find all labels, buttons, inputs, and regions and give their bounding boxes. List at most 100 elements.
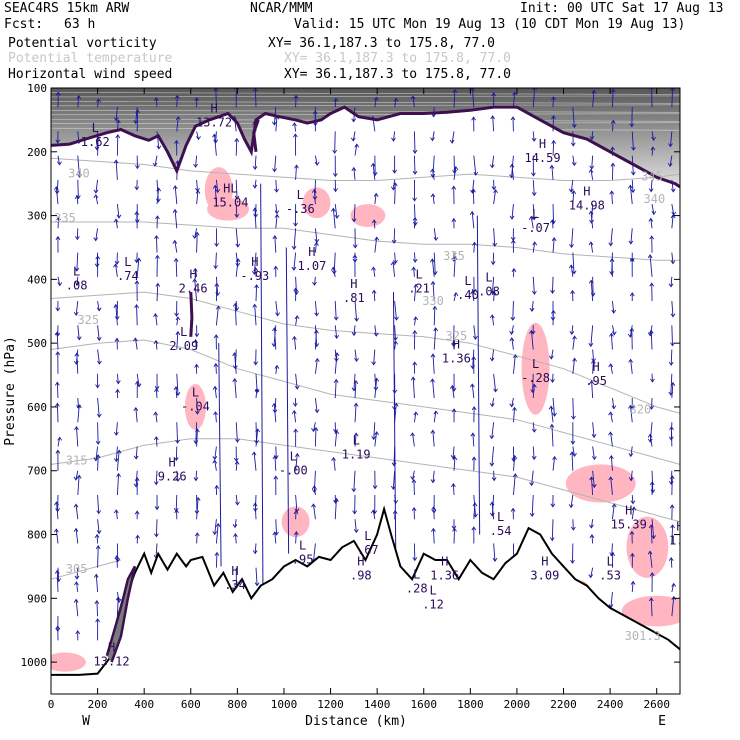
terrain-line <box>51 505 680 676</box>
wind-arrowhead <box>153 339 159 344</box>
wind-vector <box>95 446 99 461</box>
pv-filament <box>189 292 194 337</box>
wind-arrowhead <box>588 343 594 348</box>
wind-arrowhead <box>412 258 418 263</box>
wind-vector <box>611 89 614 108</box>
wind-arrowhead <box>649 405 654 410</box>
wind-arrowhead <box>194 333 200 338</box>
wind-vector <box>97 545 99 568</box>
wind-vector <box>333 457 336 471</box>
wind-arrowhead <box>670 214 676 219</box>
wind-vector <box>572 155 575 166</box>
wind-arrowhead <box>410 432 415 437</box>
wind-arrowhead <box>113 263 118 268</box>
wind-arrowhead <box>512 354 518 359</box>
wind-vector <box>255 284 258 302</box>
wind-vector <box>235 204 238 218</box>
wind-vector <box>572 336 576 350</box>
wind-vector <box>56 502 59 520</box>
wind-arrowhead <box>390 261 396 266</box>
wind-arrowhead <box>352 244 358 249</box>
wind-arrowhead <box>294 385 300 390</box>
wind-vector <box>215 179 219 193</box>
extremum-type: H <box>350 277 357 291</box>
wind-arrowhead <box>668 361 674 366</box>
wind-arrowhead <box>473 171 479 176</box>
wind-vector <box>314 228 318 243</box>
wind-arrowhead <box>510 116 516 121</box>
wind-arrowhead <box>470 290 475 295</box>
wind-arrowhead <box>212 133 217 138</box>
wind-vector <box>215 552 218 568</box>
wind-vector <box>353 470 356 492</box>
wind-vector <box>550 349 554 359</box>
wind-vector <box>77 475 80 496</box>
wind-arrowhead <box>291 245 297 250</box>
wind-arrowhead <box>54 331 60 336</box>
extremum-value: .74 <box>117 269 139 283</box>
wind-arrowhead <box>451 185 457 190</box>
wind-vector <box>373 220 376 229</box>
wind-vector <box>373 349 376 365</box>
wind-vector <box>532 204 535 220</box>
extremum-value: .08 <box>66 278 88 292</box>
wind-vector <box>590 477 594 496</box>
extremum-value: -.28 <box>521 371 550 385</box>
wind-arrowhead <box>589 534 595 539</box>
wind-vector <box>97 397 100 418</box>
wind-vector <box>293 336 297 350</box>
wind-vector <box>492 115 495 132</box>
wind-arrowhead <box>430 429 436 434</box>
wind-vector <box>650 330 653 350</box>
wind-vector <box>176 317 179 326</box>
wind-arrowhead <box>609 271 615 276</box>
wind-arrowhead <box>292 402 298 407</box>
wind-vector <box>433 411 437 423</box>
wind-vector <box>97 519 100 534</box>
wind-vector <box>651 131 655 141</box>
extremum-type: L <box>92 121 99 135</box>
wind-arrowhead <box>374 96 379 101</box>
wind-vector <box>491 502 495 520</box>
wind-vector <box>334 204 338 219</box>
wind-vector <box>354 380 357 399</box>
extremum-type: L <box>429 583 436 597</box>
wind-vector <box>334 430 338 447</box>
wind-vector <box>530 330 534 350</box>
wind-vector <box>57 155 60 165</box>
wind-vector <box>374 378 378 399</box>
wind-arrowhead <box>272 455 278 460</box>
wind-arrowhead <box>413 411 419 416</box>
wind-arrowhead <box>371 219 377 224</box>
wind-arrowhead <box>589 219 594 224</box>
wind-arrowhead <box>431 527 436 532</box>
wind-vector <box>155 543 158 558</box>
wind-vector <box>155 340 158 350</box>
wind-arrowhead <box>647 433 653 438</box>
strat-contour-line <box>51 92 680 95</box>
wind-arrowhead <box>549 537 555 542</box>
wind-arrowhead <box>292 335 297 340</box>
wind-arrowhead <box>510 507 516 512</box>
wind-vector <box>431 259 435 277</box>
pink-region <box>626 516 669 578</box>
wind-arrowhead <box>648 524 654 529</box>
wind-vector <box>590 325 594 347</box>
theta-label: 305 <box>66 562 88 576</box>
wind-arrowhead <box>531 172 536 177</box>
x-tick-label: 800 <box>227 698 247 711</box>
wind-arrowhead <box>532 290 537 295</box>
wind-vector <box>56 403 59 423</box>
wind-arrowhead <box>134 510 140 515</box>
wind-arrowhead <box>629 123 635 128</box>
wind-arrowhead <box>531 137 537 142</box>
wind-vector <box>194 268 198 277</box>
wind-vector <box>95 574 99 592</box>
wind-arrowhead <box>174 94 180 99</box>
extremum-value: 14.98 <box>569 199 605 213</box>
wind-arrowhead <box>293 428 299 433</box>
x-tick-label: 600 <box>181 698 201 711</box>
wind-arrowhead <box>215 522 221 527</box>
wind-vector <box>611 397 615 409</box>
